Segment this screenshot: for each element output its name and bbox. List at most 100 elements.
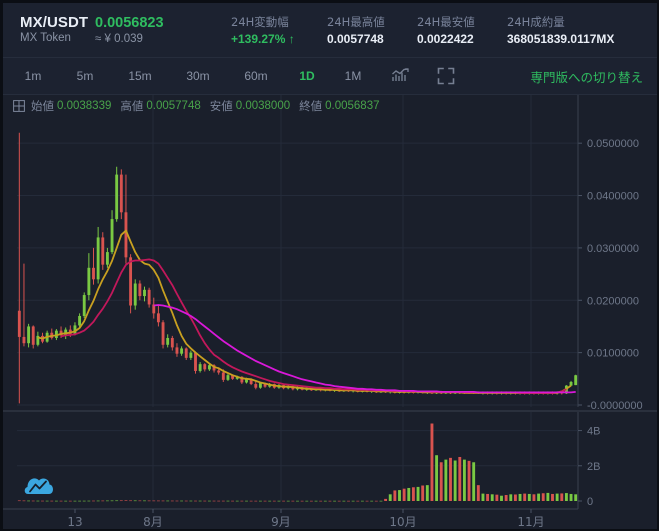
volume-bar <box>476 485 480 501</box>
stat-value: 0.0022422 <box>417 31 474 46</box>
volume-bar <box>78 500 82 502</box>
candle-body <box>17 310 21 337</box>
timeframe-15m[interactable]: 15m <box>128 69 152 83</box>
volume-bar <box>453 460 457 501</box>
volume-bar <box>245 500 248 502</box>
volume-bar <box>481 493 485 501</box>
stat-value: +139.27% ↑ <box>231 31 295 46</box>
pair-info[interactable]: MX/USDT MX Token <box>3 14 88 46</box>
volume-bar <box>59 500 63 502</box>
volume-bar <box>342 500 346 502</box>
candle-body <box>73 325 77 334</box>
candle-body <box>189 352 193 358</box>
volume-bar <box>439 462 443 501</box>
volume-bar <box>309 500 313 502</box>
candle-body <box>92 267 95 280</box>
volume-bar <box>537 493 541 501</box>
switch-to-pro-link[interactable]: 専門版への切り替え <box>530 69 643 85</box>
candle-body <box>170 337 174 348</box>
volume-bar <box>147 500 151 502</box>
stat-value: 0.0057748 <box>327 31 384 46</box>
timeframe-30m[interactable]: 30m <box>186 69 210 83</box>
volume-bar <box>231 500 235 502</box>
volume-bar <box>564 493 568 501</box>
volume-bar <box>73 500 77 502</box>
candle-body <box>96 237 100 280</box>
stat-label: 24H最高値 <box>327 14 385 29</box>
candle-body <box>82 295 86 316</box>
volume-bar <box>546 492 550 501</box>
volume-bar <box>110 500 114 502</box>
volume-bar <box>166 500 170 502</box>
stat-label: 24H最安値 <box>417 14 475 29</box>
candle-body <box>194 352 197 371</box>
volume-bar <box>22 500 26 502</box>
volume-bar <box>444 459 448 501</box>
volume-bar <box>398 490 401 501</box>
volume-bar <box>105 500 109 502</box>
volume-bar <box>194 500 197 502</box>
x-axis-tick: 13 <box>67 515 82 529</box>
price-axis-tick: 0.0100000 <box>587 348 639 360</box>
volume-bar <box>87 500 91 502</box>
volume-bar <box>323 500 327 502</box>
volume-bar <box>175 500 179 502</box>
volume-bar <box>203 500 207 502</box>
volume-bar <box>513 494 517 501</box>
candle-body <box>143 289 146 297</box>
volume-bar <box>286 500 290 502</box>
volume-bar <box>50 500 54 502</box>
volume-bar <box>374 500 378 502</box>
volume-bar <box>235 500 239 502</box>
candle-body <box>119 174 123 213</box>
bar-chart-trend-icon[interactable] <box>377 58 423 94</box>
timeframe-1m[interactable]: 1m <box>24 69 42 83</box>
volume-bar <box>226 500 230 502</box>
timeframe-1d[interactable]: 1D <box>299 69 315 83</box>
price-axis-tick: 0.0300000 <box>587 243 639 255</box>
volume-bar <box>184 500 188 502</box>
timeframe-5m[interactable]: 5m <box>76 69 94 83</box>
volume-bar <box>96 500 100 502</box>
volume-bar <box>282 500 286 502</box>
pair-name: MX Token <box>20 32 71 44</box>
volume-bar <box>430 423 434 501</box>
candle-body <box>245 378 248 383</box>
volume-bar <box>402 488 406 501</box>
chart-area[interactable]: 0.0500000 0.0400000 0.0300000 0.0200000 0.01… <box>3 95 657 529</box>
volume-bar <box>574 494 578 501</box>
volume-bar <box>504 495 508 501</box>
volume-bar <box>82 500 86 502</box>
candle-body <box>105 252 109 265</box>
volume-bar <box>495 494 499 501</box>
volume-bar <box>249 500 253 502</box>
timeframe-1M[interactable]: 1M <box>344 69 362 83</box>
volume-bar <box>532 494 536 501</box>
candle-body <box>147 289 151 305</box>
candle-body <box>235 376 239 379</box>
volume-bar <box>124 500 128 502</box>
volume-bar <box>560 493 564 501</box>
fullscreen-expand-icon[interactable] <box>423 58 469 94</box>
volume-bar <box>180 500 184 502</box>
price-axis-tick: 0.0400000 <box>587 191 639 203</box>
candle-body <box>110 219 114 253</box>
volume-axis-tick: 2B <box>587 461 600 473</box>
volume-bar <box>272 500 276 502</box>
timeframe-60m[interactable]: 60m <box>244 69 268 83</box>
candle-body <box>249 378 253 385</box>
volume-bar <box>458 456 462 501</box>
volume-bar <box>268 500 272 502</box>
candle-body <box>87 267 91 296</box>
volume-bar <box>388 494 392 501</box>
volume-bar <box>569 493 573 501</box>
candle-body <box>156 313 160 323</box>
volume-bar <box>490 494 494 501</box>
exchange-logo-watermark <box>23 473 55 499</box>
volume-bar <box>351 500 355 502</box>
candle-body <box>574 375 578 386</box>
volume-bar <box>207 500 211 502</box>
volume-bar <box>217 500 221 502</box>
candle-body <box>68 329 72 334</box>
